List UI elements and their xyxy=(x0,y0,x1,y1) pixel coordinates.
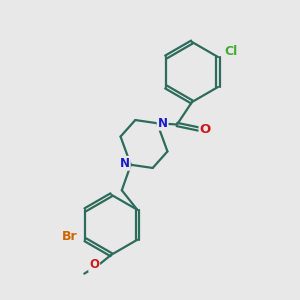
Text: N: N xyxy=(120,157,130,170)
Text: N: N xyxy=(158,117,168,130)
Text: O: O xyxy=(89,258,99,271)
Text: Cl: Cl xyxy=(224,45,237,58)
Text: O: O xyxy=(200,122,211,136)
Text: Br: Br xyxy=(62,230,77,243)
